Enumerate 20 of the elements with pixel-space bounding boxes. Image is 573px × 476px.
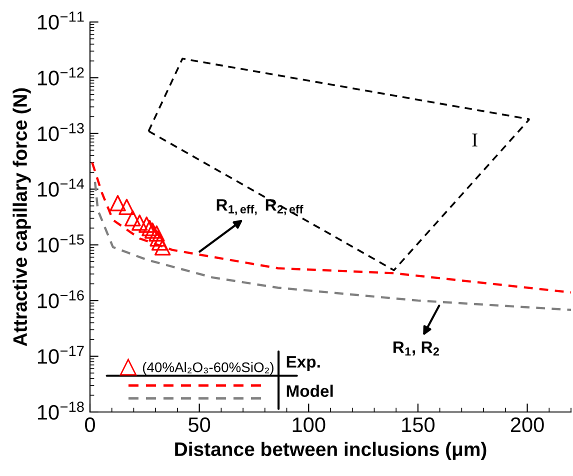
y-tick-label: 10$^{−18}$ (38, 402, 84, 420)
legend-label: (40%Al₂O₃-60%SiO₂) (142, 362, 274, 375)
y-tick-label: 10$^{−13}$ (38, 123, 84, 142)
x-tick-label: 50 (188, 417, 210, 432)
y-tick-label: 10$^{−11}$ (38, 12, 84, 30)
y-tick-label: 10$^{−14}$ (38, 178, 84, 197)
y-axis-title: Attractive capillary force (N) (12, 88, 31, 346)
text: R$_{1}$, R$_{2}$ (393, 341, 439, 356)
y-tick-label: 10$^{−16}$ (38, 290, 84, 308)
x-tick-label: 200 (510, 417, 544, 432)
x-tick-label: 100 (292, 417, 326, 432)
y-tick-label: 10$^{−12}$ (38, 67, 84, 86)
y-tick-label: 10$^{−17}$ (38, 346, 84, 364)
annotation: I (472, 134, 478, 146)
annotation: Model (286, 384, 333, 397)
x-axis-title: Distance between inclusions (μm) (175, 442, 486, 460)
y-tick-label: 10$^{−15}$ (38, 234, 84, 252)
x-tick-label: 0 (85, 417, 95, 432)
annotation: Exp. (286, 356, 320, 372)
x-tick-label: 150 (402, 417, 435, 432)
